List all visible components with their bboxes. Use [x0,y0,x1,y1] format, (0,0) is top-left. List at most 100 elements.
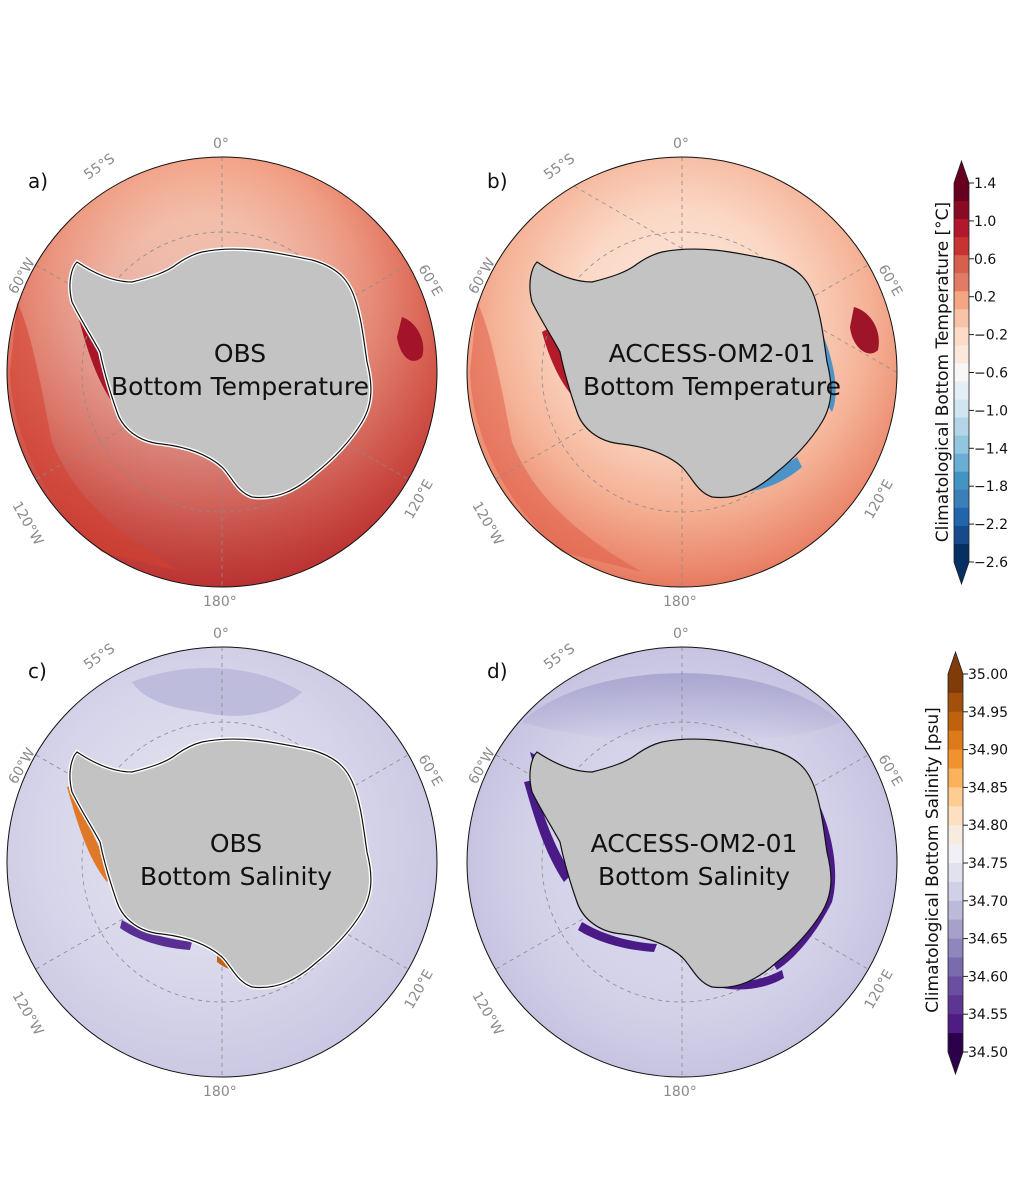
colorbar-segment [948,674,963,694]
panel-b [466,156,898,588]
colorbar-tick-label: −1.8 [974,479,1008,495]
lon-label-120w: 120°W [9,989,47,1038]
colorbar-tick-label: 34.60 [968,969,1008,985]
colorbar-tick-label: 34.75 [968,856,1008,872]
lon-label-120e: 120°E [402,477,437,522]
colorbar-tick-label: −0.6 [974,366,1008,382]
colorbar-segment [948,730,963,751]
colorbar-segment [954,201,969,220]
colorbar-tick-label: −0.2 [974,328,1008,344]
fresh-patch-north [132,668,302,716]
lat-label-55s: 55°S [81,151,118,184]
lon-label-0: 0° [673,626,689,642]
colorbar-tick-label: 34.95 [968,705,1008,721]
lon-label-120e: 120°E [402,967,437,1012]
colorbar-tick-label: 34.80 [968,818,1008,834]
lon-label-120e: 120°E [862,967,897,1012]
colorbar-segment [948,995,963,1015]
colorbar-segment [954,255,969,274]
colorbar-tick-label: 34.90 [968,743,1008,759]
colorbar-tick-label: 34.55 [968,1007,1008,1023]
panel-letter-c: c) [28,659,47,683]
colorbar-tick-label: 0.2 [974,290,996,306]
colorbar-segment [954,237,969,256]
colorbar-segment [948,711,963,732]
lat-label-55s: 55°S [81,641,118,674]
colorbar-segment [954,363,969,383]
colorbar-segment [954,219,969,238]
lon-label-120w: 120°W [469,499,507,548]
panel-a-title-line2: Bottom Temperature [111,372,369,401]
colorbar-segment [954,453,969,473]
lat-label-55s: 55°S [541,151,578,184]
colorbar-segment [948,825,963,845]
colorbar-segment [948,1033,963,1053]
colorbar-segment [948,900,963,921]
lon-label-180: 180° [203,594,237,610]
colorbar-segment [954,381,969,401]
antarctica [529,248,832,499]
panel-d [466,646,898,1078]
colorbar-segment [954,345,969,365]
colorbar-segment [948,1014,963,1034]
colorbar-segment [948,881,963,902]
colorbar-segment [954,327,969,347]
colorbar-segment [954,399,969,419]
colorbar-segment [948,938,963,959]
lon-label-120w: 120°W [9,499,47,548]
panel-letter-a: a) [28,169,48,193]
colorbar-extend-bottom [948,1052,963,1074]
colorbar-segment [948,806,963,826]
panel-d-title-line1: ACCESS-OM2-01 [591,829,798,858]
coastline [69,248,372,499]
panel-b-title-line1: ACCESS-OM2-01 [609,339,816,368]
colorbar-tick-label: 34.70 [968,894,1008,910]
colorbar-extend-bottom [954,562,969,584]
colorbar-segment [954,543,969,563]
antarctica [529,738,832,989]
colorbar-tick-label: 34.65 [968,932,1008,948]
colorbar-segment [948,768,963,788]
lon-label-120w: 120°W [469,989,507,1038]
colorbar-segment [954,273,969,292]
colorbar-segment [948,749,963,770]
colorbar-segment [948,692,963,713]
panel-letter-d: d) [487,659,508,683]
temperature-colorbar: 1.4 1.0 0.6 0.2 −0.2 −0.6 −1.0 −1.4 −1.8 −2.2 −2.6 [953,159,1008,586]
map-border [466,646,898,1078]
lat-label-55s: 55°S [541,641,578,674]
colorbar-segment [954,291,969,310]
warm-patch-west [470,302,642,572]
colorbar-segment [948,863,963,883]
panel-a-title-line1: OBS [214,339,266,368]
lon-label-0: 0° [673,136,689,152]
colorbar-segment [948,919,963,940]
colorbar-segment [954,507,969,527]
lon-label-0: 0° [213,136,229,152]
salinity-colorbar: 35.00 34.95 34.90 34.85 34.80 34.75 34.70 34.65… [947,650,1008,1076]
colorbar-tick-label: 34.85 [968,780,1008,796]
fresh-patch-north [522,673,842,743]
colorbar-segment [948,957,963,977]
lon-label-0: 0° [213,626,229,642]
colorbar-segment [948,976,963,996]
colorbar-tick-label: 1.0 [974,214,996,230]
colorbar-segment [954,417,969,437]
colorbar-tick-label: 1.4 [974,176,996,192]
panel-c-title-line2: Bottom Salinity [140,862,332,891]
colorbar-tick-label: −2.2 [974,517,1008,533]
lon-label-180: 180° [203,1084,237,1100]
colorbar-segment [954,489,969,509]
panel-letter-b: b) [487,169,508,193]
map-border [6,156,438,588]
coastline [69,738,372,989]
panel-d-title-line2: Bottom Salinity [598,862,790,891]
lon-label-120e: 120°E [862,477,897,522]
warm-patch-east [850,307,879,354]
panel-c [6,646,438,1078]
colorbar-segment [954,435,969,455]
colorbar-segment [954,309,969,328]
colorbar-segment [948,844,963,864]
map-border [466,156,898,588]
